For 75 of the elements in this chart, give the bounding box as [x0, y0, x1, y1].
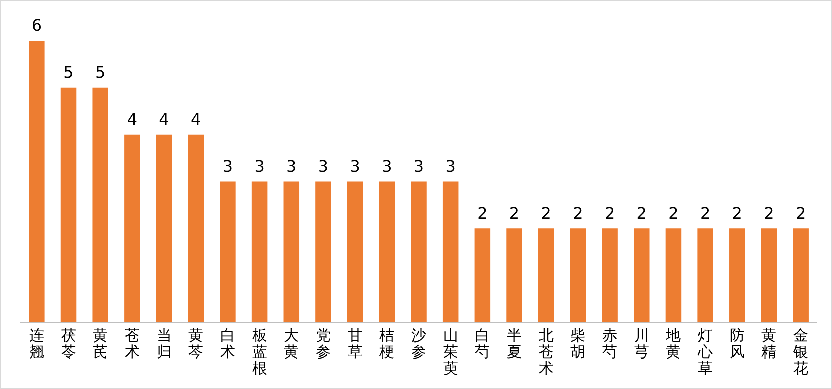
data-label: 6 [32, 16, 42, 36]
bar [316, 182, 332, 322]
x-tick-label: 白术 [220, 326, 236, 362]
x-tick-label: 灯心草 [697, 326, 714, 378]
data-label: 2 [478, 204, 488, 223]
data-label: 2 [764, 204, 774, 223]
bar [442, 182, 459, 322]
x-tick-label: 黄芪 [93, 326, 108, 362]
data-label: 2 [541, 204, 552, 223]
x-tick-label: 防风 [730, 326, 745, 362]
bar [284, 182, 300, 322]
data-label: 3 [382, 156, 392, 176]
x-tick-label: 白芍 [475, 326, 490, 362]
x-tick-label: 桔梗 [378, 326, 395, 362]
x-tick-label: 党参 [316, 326, 331, 362]
bar [347, 182, 364, 322]
data-label: 3 [254, 156, 265, 176]
data-label: 2 [509, 204, 520, 223]
bar [29, 41, 45, 322]
x-tick-label: 黄精 [762, 326, 777, 362]
bar [60, 88, 77, 322]
data-label: 2 [732, 204, 742, 223]
x-tick-label: 地黄 [665, 326, 682, 362]
data-label: 5 [96, 63, 106, 82]
bar [92, 88, 108, 322]
bar [634, 228, 650, 322]
data-label: 4 [159, 110, 170, 129]
data-label: 2 [636, 204, 647, 223]
bar [124, 134, 140, 322]
bar [761, 228, 778, 322]
bar [220, 182, 236, 322]
data-label: 3 [318, 156, 329, 176]
bar [602, 228, 618, 322]
data-label: 3 [446, 156, 456, 176]
bar [730, 228, 746, 322]
bar [474, 228, 491, 322]
bar [379, 182, 396, 322]
x-tick-label: 金银花 [792, 326, 809, 378]
data-label: 4 [127, 110, 138, 129]
x-tick-label: 赤芍 [602, 326, 618, 362]
data-label: 2 [796, 204, 806, 223]
data-label: 2 [604, 204, 616, 223]
x-tick-label: 北苍术 [538, 326, 554, 378]
x-tick-label: 沙参 [412, 326, 426, 362]
x-tick-label: 半夏 [507, 326, 522, 362]
data-label: 3 [286, 156, 297, 176]
x-tick-label: 板蓝根 [251, 326, 268, 378]
bar [506, 228, 522, 322]
bar [156, 134, 172, 322]
x-tick-label: 大黄 [284, 326, 300, 362]
data-label: 2 [668, 204, 679, 223]
x-tick-label: 连翘 [29, 326, 44, 362]
x-tick-label: 柴胡 [570, 326, 586, 362]
bar [538, 228, 554, 322]
data-label: 2 [573, 204, 584, 223]
bar [411, 182, 427, 322]
data-label: 4 [191, 110, 202, 129]
data-label: 3 [414, 156, 424, 176]
data-label: 3 [222, 156, 234, 176]
x-tick-label: 山茱萸 [443, 326, 458, 378]
bar [570, 228, 586, 322]
x-tick-label: 黄芩 [188, 326, 204, 362]
data-label: 2 [700, 204, 711, 223]
bar [666, 228, 682, 322]
bar [793, 228, 809, 322]
x-tick-label: 茯苓 [61, 326, 76, 362]
bar [188, 134, 204, 322]
data-label: 3 [350, 156, 360, 176]
bar [252, 182, 268, 322]
x-tick-label: 苍术 [124, 326, 140, 362]
data-label: 5 [64, 63, 74, 82]
x-tick-label: 当归 [156, 326, 172, 362]
x-tick-label: 甘草 [348, 326, 363, 362]
bar [698, 228, 714, 322]
x-tick-label: 川芎 [634, 326, 650, 362]
